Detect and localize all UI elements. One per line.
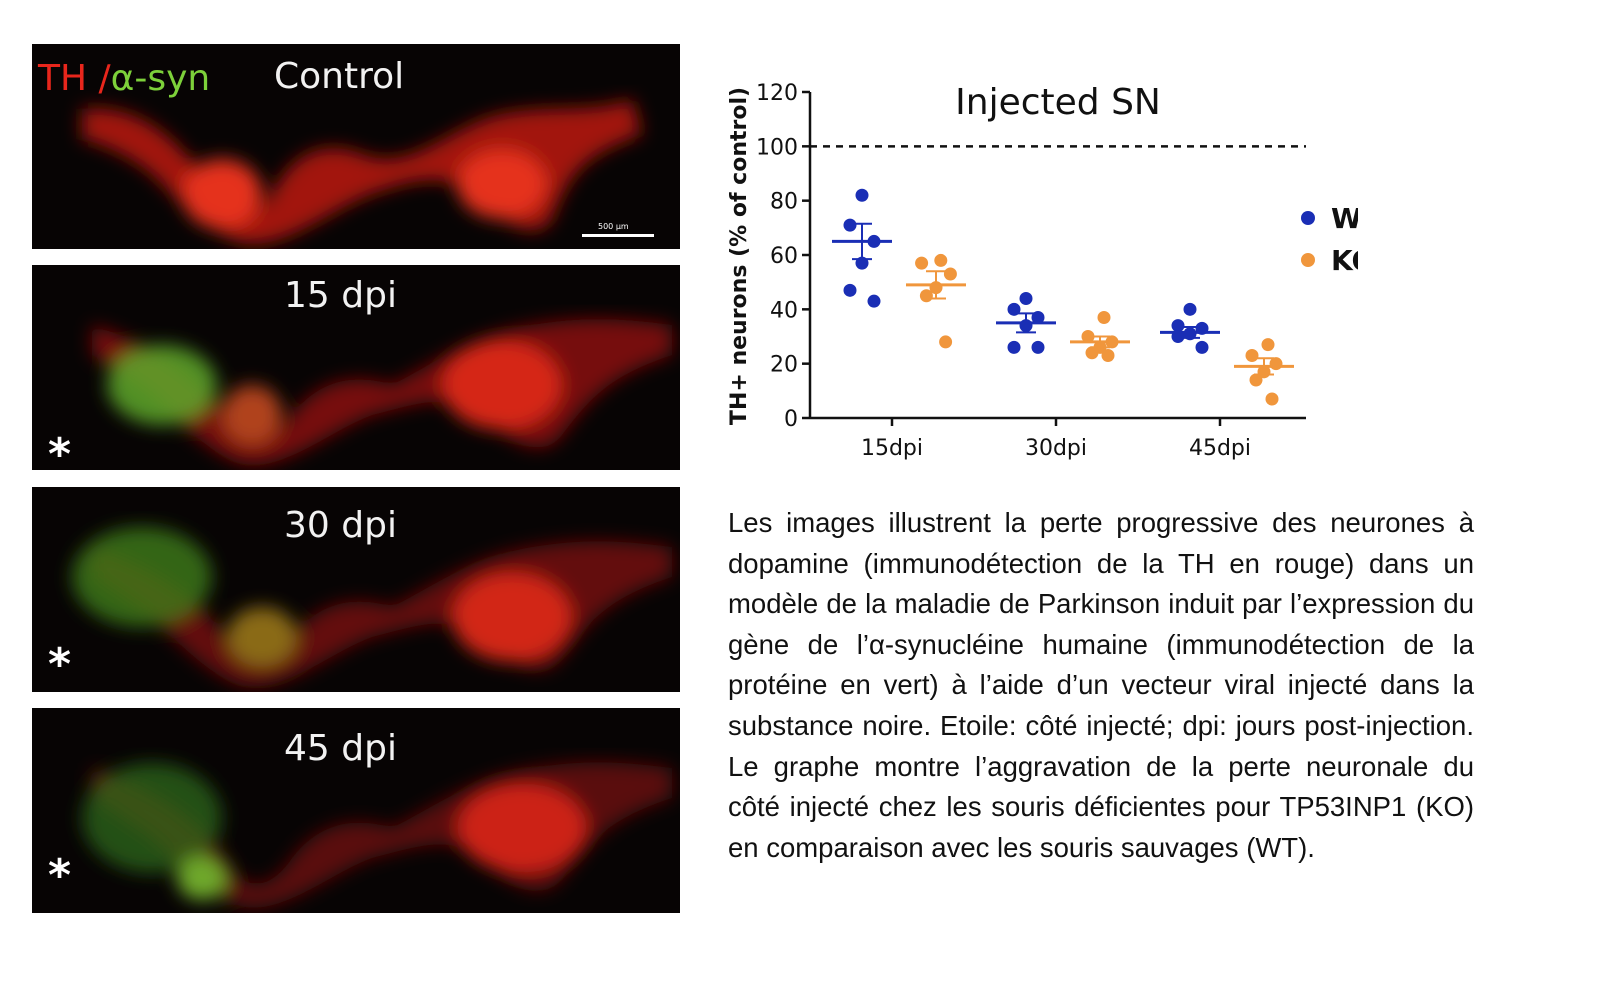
data-point-wt	[1195, 340, 1209, 354]
data-point-ko	[1249, 373, 1263, 387]
data-point-wt	[843, 283, 857, 297]
data-point-ko	[939, 335, 953, 349]
panel-label-45dpi: 45 dpi	[284, 728, 397, 769]
data-point-ko	[1245, 349, 1259, 363]
panel-label-control: Control	[274, 56, 405, 97]
tissue-image-control	[82, 99, 642, 244]
data-point-ko	[919, 289, 933, 303]
y-tick-label: 80	[770, 190, 798, 215]
data-point-ko	[1101, 349, 1115, 363]
y-tick-label: 0	[784, 407, 798, 432]
x-tick-label: 45dpi	[1189, 436, 1251, 461]
x-tick-label: 15dpi	[861, 436, 923, 461]
chart-title: Injected SN	[955, 82, 1161, 123]
injected-side-star-45dpi: *	[48, 850, 72, 901]
microscopy-panel-30dpi: 30 dpi *	[32, 487, 680, 692]
x-tick-label: 30dpi	[1025, 436, 1087, 461]
data-point-wt	[843, 218, 857, 232]
data-point-wt	[1019, 291, 1033, 305]
data-point-ko	[943, 267, 957, 281]
data-point-ko	[934, 253, 948, 267]
data-point-ko	[1097, 310, 1111, 324]
microscopy-panel-15dpi: 15 dpi *	[32, 265, 680, 470]
stain-legend: TH /α-syn	[38, 58, 210, 99]
y-axis-label: TH+ neurons (% of control)	[727, 87, 752, 425]
scale-bar	[582, 234, 654, 237]
legend-marker-ko	[1301, 253, 1315, 267]
microscopy-panel-control: TH /α-syn Control 500 µm	[32, 44, 680, 249]
data-point-wt	[867, 294, 881, 308]
data-point-wt	[1031, 340, 1045, 354]
data-point-ko	[1265, 392, 1279, 406]
panel-label-30dpi: 30 dpi	[284, 505, 397, 546]
tissue-image-15dpi	[92, 319, 672, 465]
tissue-image-45dpi	[82, 762, 672, 908]
tissue-image-30dpi	[72, 527, 672, 687]
legend-label-wt: WT	[1331, 202, 1358, 235]
legend-slash: /	[87, 58, 111, 99]
scale-bar-label: 500 µm	[598, 222, 629, 231]
figure-caption: Les images illustrent la perte progressi…	[728, 507, 1474, 863]
data-point-wt	[1007, 340, 1021, 354]
y-tick-label: 120	[756, 81, 798, 106]
y-tick-label: 100	[756, 135, 798, 160]
legend-marker-wt	[1301, 211, 1315, 225]
legend-label-ko: KO	[1331, 244, 1358, 277]
injected-side-star-15dpi: *	[48, 429, 72, 471]
y-tick-label: 40	[770, 298, 798, 323]
data-point-ko	[915, 256, 929, 270]
microscopy-panel-45dpi: 45 dpi *	[32, 708, 680, 913]
y-tick-label: 60	[770, 244, 798, 269]
data-point-wt	[855, 188, 869, 202]
y-tick-label: 20	[770, 353, 798, 378]
data-point-wt	[1183, 302, 1197, 316]
legend-th: TH	[38, 58, 88, 99]
panel-label-15dpi: 15 dpi	[284, 275, 397, 316]
legend-syn: α-syn	[110, 58, 211, 99]
data-point-wt	[1171, 319, 1185, 333]
data-point-ko	[1261, 338, 1275, 352]
data-point-ko	[1085, 346, 1099, 360]
data-point-ko	[1081, 330, 1095, 343]
th-neurons-chart: Injected SN TH+ neurons (% of control) 0…	[727, 81, 1358, 461]
injected-side-star-30dpi: *	[48, 639, 72, 690]
